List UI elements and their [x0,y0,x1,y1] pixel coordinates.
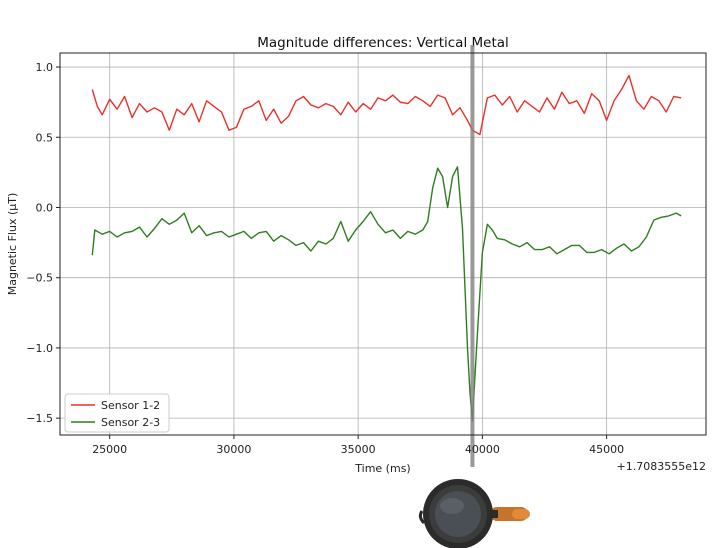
legend-label-sensor-1-2: Sensor 1-2 [101,399,160,412]
y-tick-label: −1.5 [26,412,53,425]
plot-frame [59,52,707,436]
grid [60,53,706,435]
chart-title: Magnitude differences: Vertical Metal [257,35,509,51]
y-tick-label: 0.5 [36,131,54,144]
y-axis-label: Magnetic Flux (µT) [6,193,19,296]
series-line-sensor-1-2 [91,74,682,136]
y-tick-label: 1.0 [36,61,54,74]
x-tick-label: 25000 [92,443,127,456]
frying-pan-icon [418,479,530,548]
legend: Sensor 1-2 Sensor 2-3 [64,393,170,433]
x-tick-label: 30000 [216,443,251,456]
x-tick-label: 40000 [465,443,500,456]
series-lines [91,74,682,422]
x-tick-label: 45000 [589,443,624,456]
marker-line [470,45,475,467]
x-axis-label: Time (ms) [354,462,410,475]
y-tick-label: −0.5 [26,272,53,285]
y-axis: 1.0 0.5 0.0 −0.5 −1.0 −1.5 [26,61,60,425]
legend-label-sensor-2-3: Sensor 2-3 [101,416,160,429]
series-line-sensor-2-3 [91,166,682,422]
x-tick-label: 35000 [341,443,376,456]
y-tick-label: −1.0 [26,342,53,355]
x-axis: 25000 30000 35000 40000 45000 [92,435,624,456]
y-tick-label: 0.0 [36,201,54,214]
x-offset-label: +1.7083555e12 [617,460,706,473]
